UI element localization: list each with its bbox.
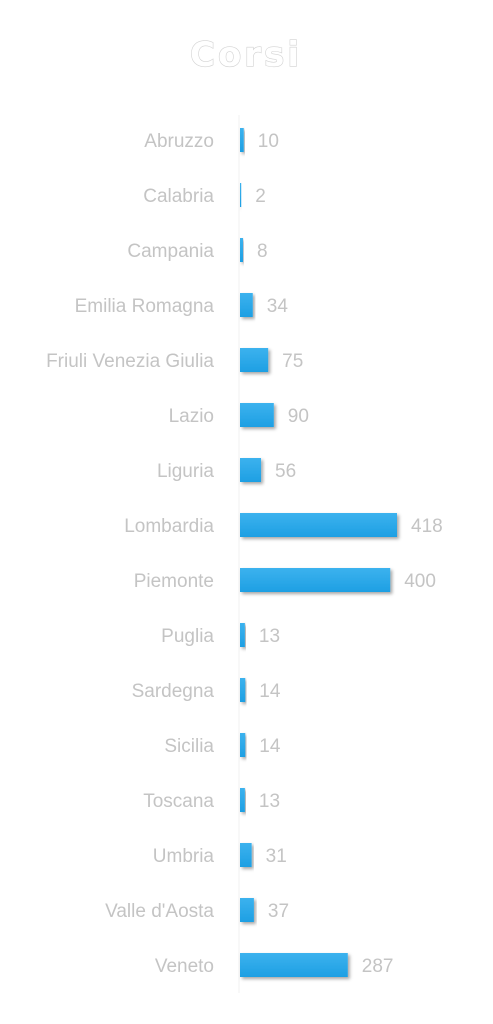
- bar: [240, 843, 252, 867]
- bar: [240, 568, 391, 592]
- category-label: Veneto: [155, 956, 214, 977]
- category-label: Emilia Romagna: [75, 296, 215, 317]
- bar: [240, 403, 274, 427]
- category-label: Calabria: [143, 186, 214, 207]
- value-label: 287: [362, 956, 394, 977]
- bar-row: Friuli Venezia Giulia 75: [46, 348, 303, 372]
- category-label: Sicilia: [164, 736, 214, 757]
- value-label: 14: [259, 681, 281, 702]
- bar-row: Abruzzo 10: [144, 128, 279, 152]
- value-label: 37: [268, 901, 289, 922]
- bar: [240, 348, 269, 372]
- value-label: 400: [404, 571, 436, 592]
- bar: [240, 238, 244, 262]
- bar: [240, 733, 246, 757]
- category-label: Puglia: [161, 626, 214, 647]
- value-label: 10: [258, 131, 279, 152]
- bar-row: Lazio 90: [169, 403, 309, 427]
- value-label: 8: [257, 241, 268, 262]
- bar: [240, 183, 242, 207]
- bar-row: Emilia Romagna 34: [75, 293, 289, 317]
- bar: [240, 678, 246, 702]
- bar: [240, 623, 245, 647]
- bar: [240, 513, 397, 537]
- value-label: 75: [282, 351, 303, 372]
- value-label: 2: [255, 186, 266, 207]
- bar: [240, 458, 262, 482]
- category-label: Lazio: [169, 406, 214, 427]
- category-label: Valle d'Aosta: [105, 901, 214, 922]
- category-label: Friuli Venezia Giulia: [46, 351, 214, 372]
- value-label: 418: [411, 516, 443, 537]
- value-label: 14: [259, 736, 281, 757]
- bar-row: Puglia 13: [161, 623, 280, 647]
- bar-row: Lombardia 418: [124, 513, 443, 537]
- value-label: 13: [259, 626, 280, 647]
- bar-row: Toscana 13: [143, 788, 280, 812]
- bar: [240, 128, 244, 152]
- bar-row: Sardegna 14: [132, 678, 281, 702]
- category-label: Toscana: [143, 791, 214, 812]
- value-label: 31: [266, 846, 287, 867]
- value-label: 90: [288, 406, 309, 427]
- bar-row: Sicilia 14: [164, 733, 281, 757]
- category-label: Umbria: [153, 846, 215, 867]
- bar-row: Campania 8: [127, 238, 268, 262]
- value-label: 56: [275, 461, 296, 482]
- bar: [240, 293, 253, 317]
- category-label: Liguria: [157, 461, 214, 482]
- bar-row: Veneto 287: [155, 953, 394, 977]
- category-label: Campania: [127, 241, 214, 262]
- bar-row: Liguria 56: [157, 458, 296, 482]
- bar-row: Piemonte 400: [134, 568, 436, 592]
- bar: [240, 953, 348, 977]
- category-label: Sardegna: [132, 681, 215, 702]
- category-label: Abruzzo: [144, 131, 214, 152]
- bar: [240, 898, 254, 922]
- value-label: 34: [267, 296, 289, 317]
- bar: [240, 788, 245, 812]
- chart-title: Corsi: [190, 35, 302, 75]
- bars-layer: Abruzzo 10 Calabria 2 Campania 8 Emilia Romagn…: [46, 128, 443, 977]
- bar-row: Valle d'Aosta 37: [105, 898, 289, 922]
- category-label: Piemonte: [134, 571, 214, 592]
- bar-row: Umbria 31: [153, 843, 287, 867]
- category-label: Lombardia: [124, 516, 214, 537]
- bar-row: Calabria 2: [143, 183, 266, 207]
- value-label: 13: [259, 791, 280, 812]
